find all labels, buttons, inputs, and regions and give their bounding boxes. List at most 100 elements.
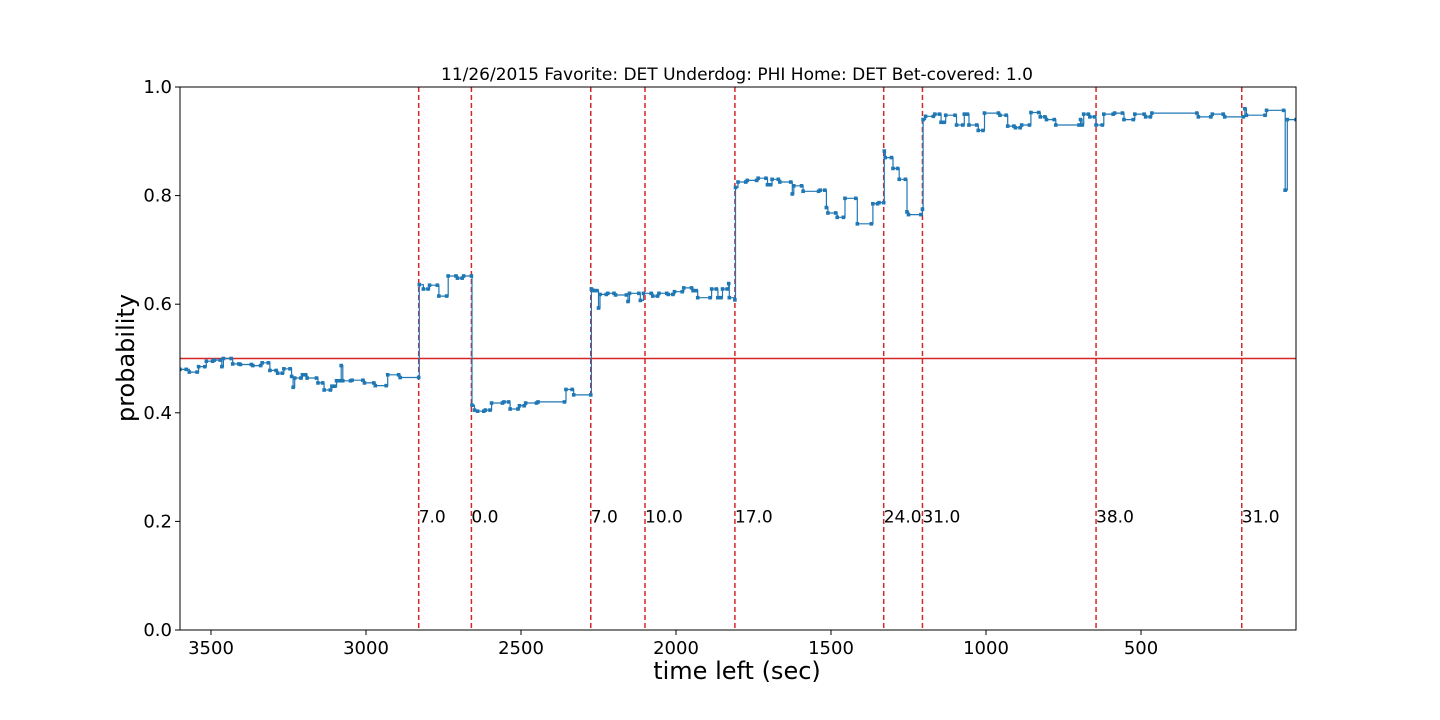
data-point [823, 188, 827, 192]
data-point [427, 283, 432, 287]
data-point [454, 274, 458, 278]
data-point [371, 381, 376, 385]
chart-title: 11/26/2015 Favorite: DET Underdog: PHI H… [441, 65, 1033, 85]
data-point [799, 184, 804, 188]
data-point [726, 281, 731, 286]
data-point [1285, 117, 1290, 122]
data-point [1043, 115, 1047, 119]
data-point [196, 364, 201, 369]
y-axis-label: probability [112, 294, 140, 422]
data-point [1196, 115, 1201, 119]
data-point [203, 364, 207, 369]
data-point [1018, 125, 1022, 130]
data-point [939, 120, 943, 125]
data-point [187, 370, 192, 374]
data-point [933, 112, 937, 116]
data-point [588, 393, 593, 397]
data-point [906, 212, 911, 217]
data-point [385, 372, 390, 377]
data-point [606, 291, 610, 296]
data-point [592, 288, 596, 293]
data-point [931, 114, 936, 119]
data-point [765, 182, 770, 187]
data-point [238, 362, 243, 367]
event-label-6: 31.0 [922, 507, 960, 527]
data-point [316, 381, 320, 385]
data-point [218, 358, 223, 362]
data-point [384, 383, 388, 388]
data-point [258, 363, 263, 368]
data-point [523, 401, 528, 405]
data-point [266, 361, 271, 365]
data-point [998, 113, 1002, 118]
data-point [1053, 123, 1058, 127]
plot-frame [179, 86, 1297, 631]
data-point [435, 283, 440, 287]
data-point [229, 356, 233, 361]
data-point [835, 215, 839, 220]
data-point [275, 371, 280, 375]
data-point [1122, 117, 1126, 122]
data-point [967, 123, 971, 127]
data-point [733, 298, 737, 302]
event-label-8: 31.0 [1242, 507, 1280, 527]
data-point [657, 291, 661, 296]
data-point [305, 376, 309, 380]
data-point [694, 288, 698, 293]
data-point [470, 403, 474, 407]
data-point [1038, 115, 1043, 119]
data-point [871, 201, 875, 206]
data-point [416, 375, 421, 380]
data-point [1027, 123, 1032, 127]
data-point [962, 112, 967, 116]
data-point [801, 189, 805, 194]
event-label-3: 10.0 [645, 507, 683, 527]
data-point [792, 184, 796, 188]
event-label-4: 17.0 [735, 507, 773, 527]
data-point [965, 112, 970, 116]
data-point [672, 289, 677, 294]
data-point [506, 400, 511, 404]
x-tick-label-0: 3500 [188, 638, 234, 659]
data-point [292, 376, 297, 380]
data-point [328, 388, 333, 392]
data-point [488, 408, 492, 412]
data-point [303, 372, 308, 377]
data-point [1092, 115, 1097, 119]
data-point [996, 111, 1001, 115]
data-point [1148, 115, 1153, 119]
data-point [334, 378, 339, 383]
data-point [960, 123, 965, 127]
data-point [260, 361, 264, 365]
data-point [350, 378, 354, 383]
data-point [776, 177, 781, 182]
data-point [1208, 115, 1213, 119]
data-point [589, 287, 594, 291]
data-point [1078, 117, 1083, 122]
data-point [854, 196, 858, 201]
data-point [508, 407, 512, 411]
data-point [666, 292, 671, 297]
data-point [770, 177, 774, 182]
data-point [361, 378, 365, 383]
data-point [756, 176, 760, 181]
data-point [833, 211, 838, 215]
data-point [280, 371, 285, 375]
data-point [460, 276, 464, 280]
data-point [195, 370, 199, 374]
data-point [564, 387, 568, 392]
y-tick-label-1: 0.2 [143, 511, 172, 532]
data-point [230, 362, 235, 366]
data-point [522, 403, 526, 408]
data-point [903, 177, 908, 182]
data-point [444, 294, 449, 298]
data-point [671, 292, 675, 297]
data-point [396, 372, 401, 377]
data-point [1004, 113, 1008, 118]
data-point [517, 403, 522, 408]
data-point [1052, 117, 1056, 122]
data-point [824, 205, 829, 210]
